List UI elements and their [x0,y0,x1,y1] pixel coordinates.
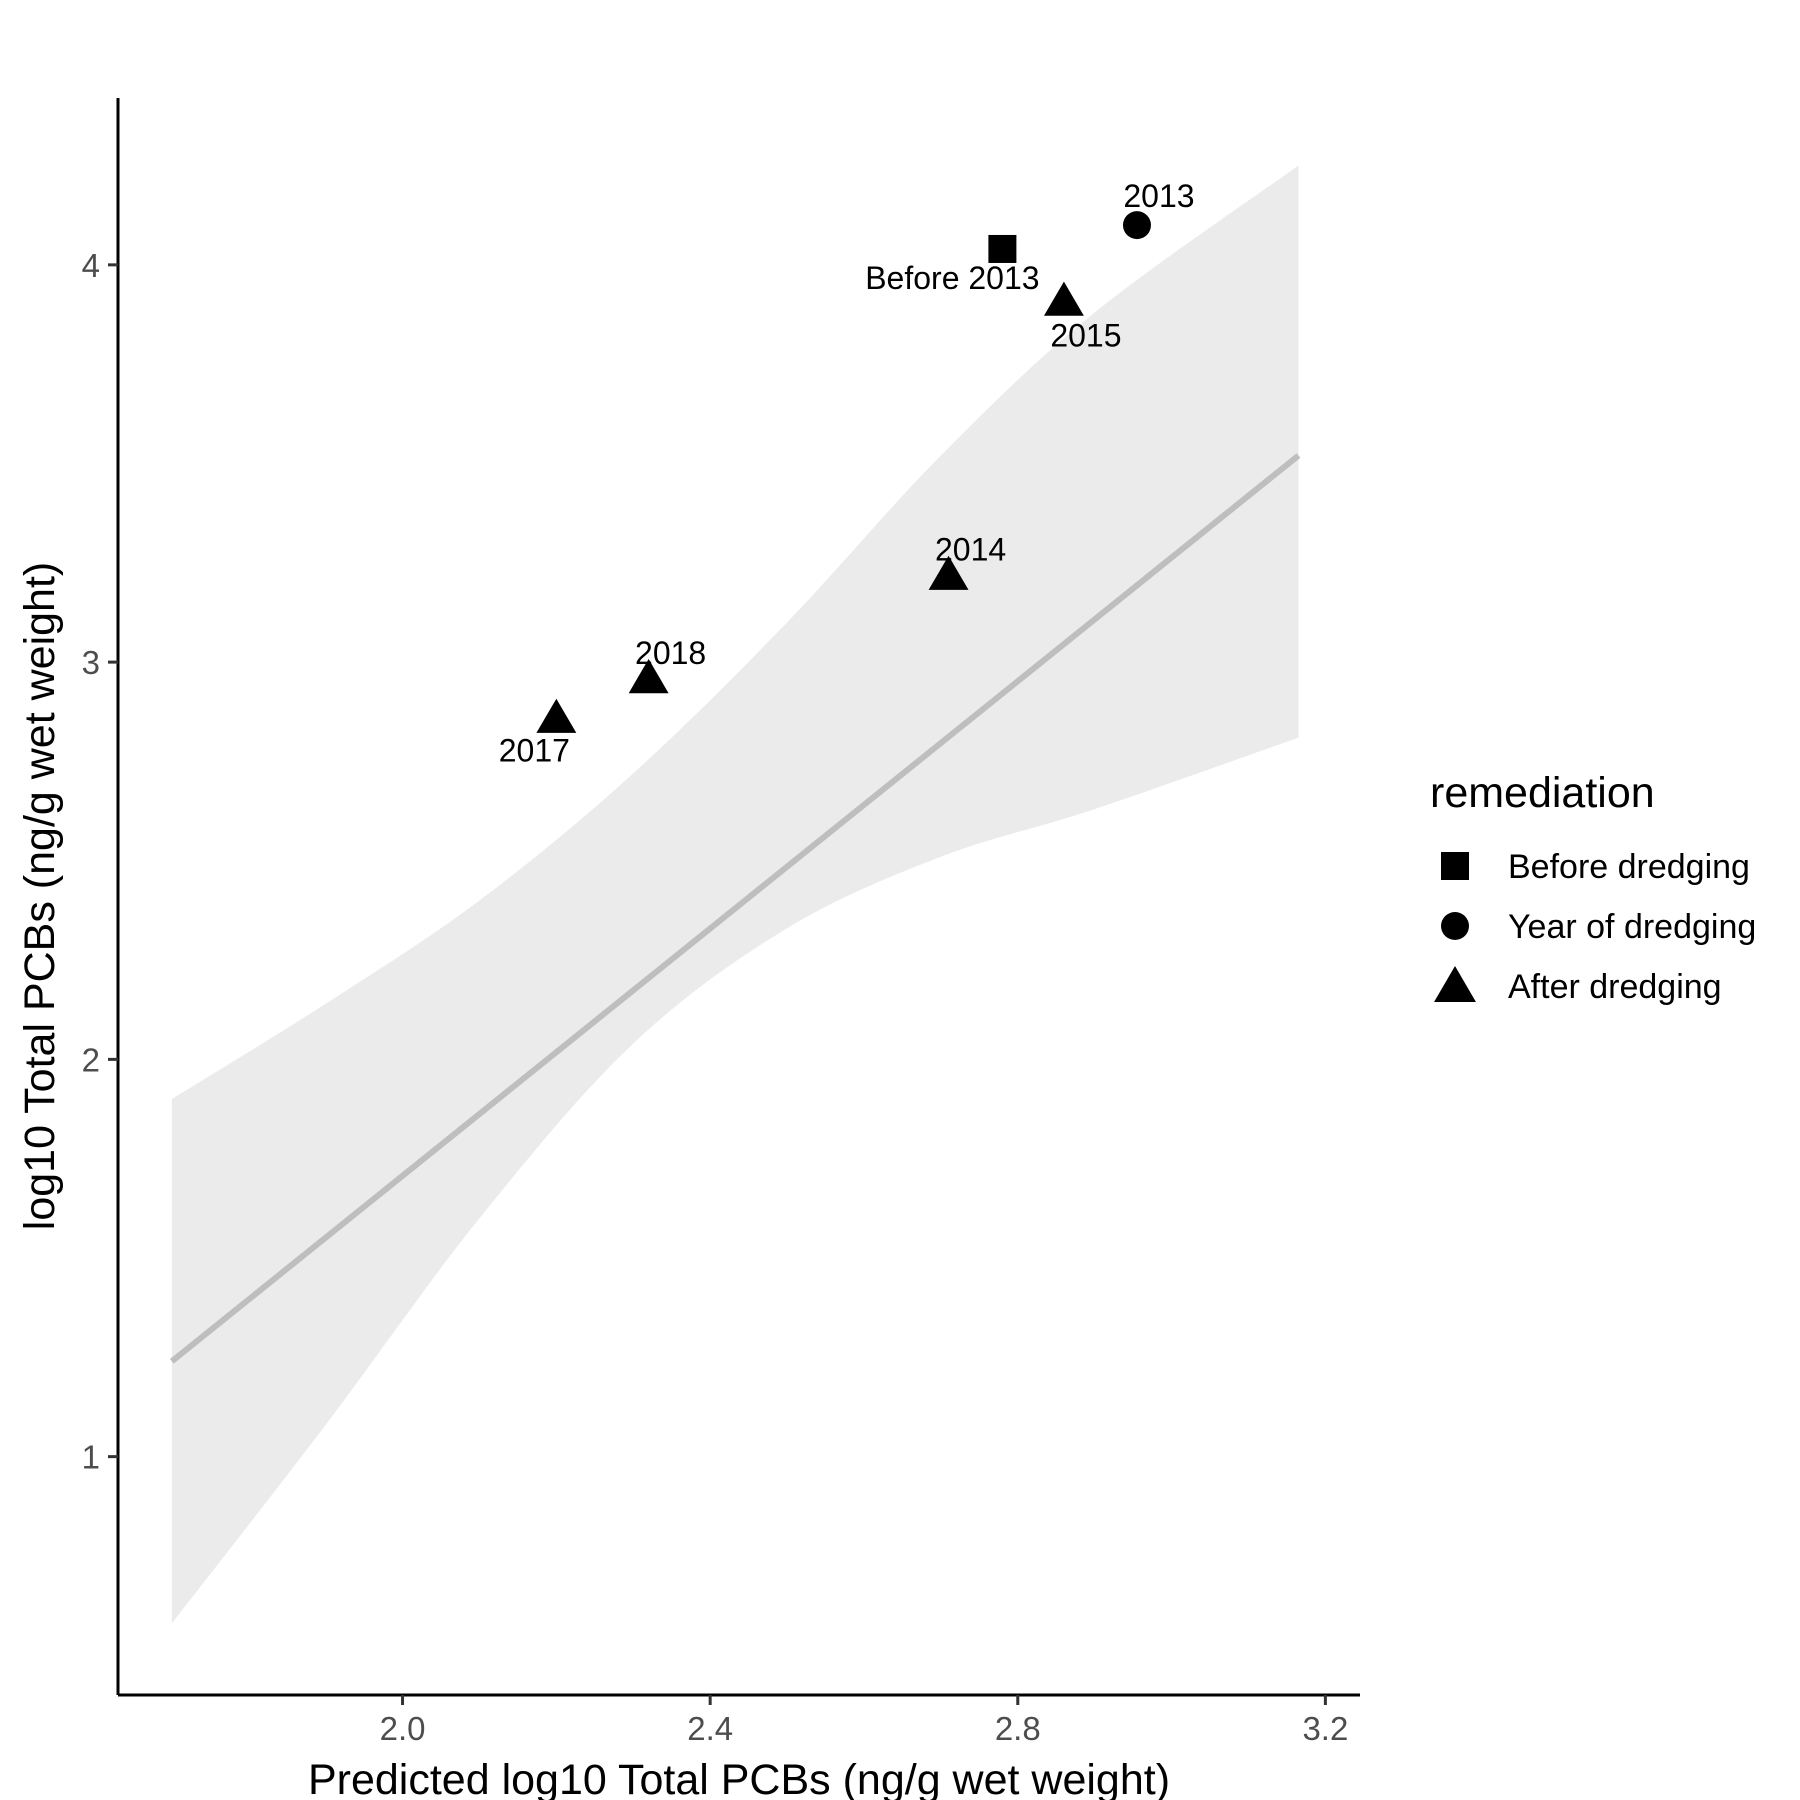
fit-line-layer [169,453,1301,1364]
point-label: 2018 [635,635,706,671]
data-point [628,659,669,694]
legend-key-triangle-icon [1434,966,1476,1002]
data-point [536,698,577,733]
point-labels-layer: Before 2013 2013 2015 2014 2018 2017 [499,178,1195,769]
point-label: Before 2013 [865,260,1039,296]
x-tick-label: 2.0 [380,1710,426,1747]
x-axis-title: Predicted log10 Total PCBs (ng/g wet wei… [308,1756,1170,1800]
legend: remediation Before dredging Year of dredg… [1430,769,1756,1006]
points-layer [536,211,1151,733]
data-point [928,555,969,590]
point-label: 2017 [499,733,570,769]
y-axis-title: log10 Total PCBs (ng/g wet weight) [16,562,64,1230]
x-ticks: 2.0 2.4 2.8 3.2 [380,1695,1348,1747]
y-tick-label: 4 [82,247,100,284]
point-label: 2013 [1123,178,1194,214]
y-tick-label: 2 [82,1041,100,1078]
legend-label: Before dredging [1508,848,1750,886]
data-point [1043,281,1084,316]
confidence-band [171,165,1299,1624]
legend-key-square-icon [1441,852,1469,880]
y-tick-label: 3 [82,644,100,681]
x-tick-label: 2.4 [687,1710,733,1747]
legend-label: Year of dredging [1508,908,1756,946]
x-tick-label: 3.2 [1302,1710,1348,1747]
legend-entry: Before dredging [1441,848,1750,886]
legend-key-circle-icon [1441,912,1469,940]
data-point [1122,211,1151,240]
legend-entry: Year of dredging [1441,908,1756,946]
legend-entries: Before dredging Year of dredging After dre… [1434,848,1756,1006]
legend-title: remediation [1430,769,1655,817]
confidence-band-layer [171,165,1299,1624]
legend-entry: After dredging [1434,966,1722,1006]
data-point [988,234,1017,263]
x-tick-label: 2.8 [995,1710,1041,1747]
regression-line [169,453,1301,1364]
y-tick-label: 1 [82,1439,100,1476]
point-label: 2015 [1050,318,1121,354]
legend-label: After dredging [1508,968,1722,1006]
point-label: 2014 [935,532,1006,568]
y-ticks: 1 2 3 4 [82,247,118,1476]
